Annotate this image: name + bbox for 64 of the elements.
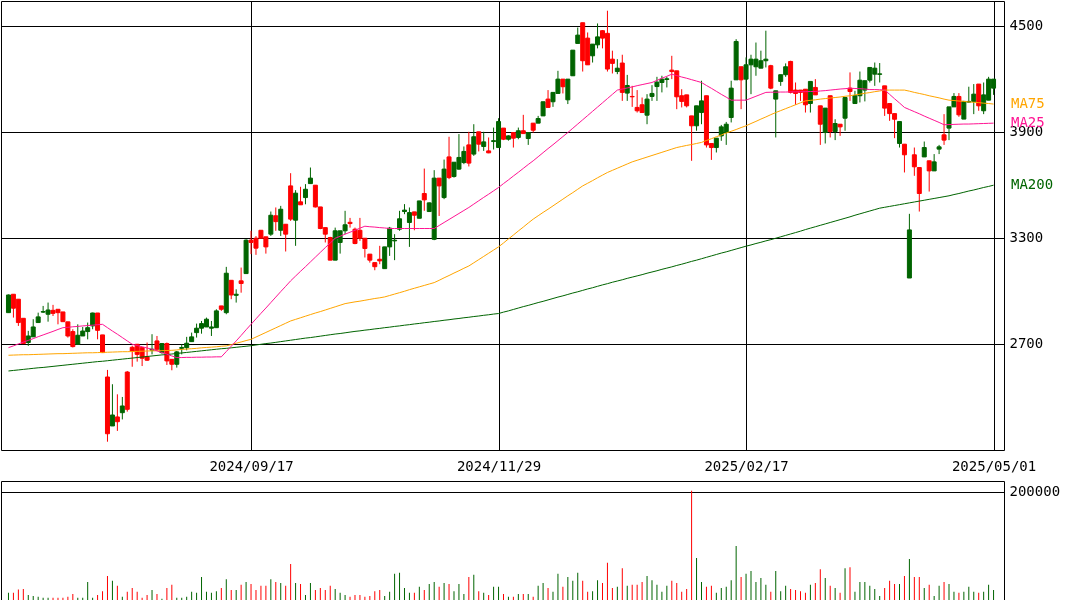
candlestick [5, 293, 11, 314]
candlestick [233, 288, 239, 304]
x-tick-label: 2024/11/29 [456, 457, 542, 474]
candlestick [411, 211, 417, 231]
candlestick [481, 131, 487, 152]
candlestick [882, 85, 888, 117]
x-tick-label: 2025/05/01 [951, 457, 1037, 474]
candlestick [377, 245, 383, 265]
x-tick-label: 2024/09/17 [209, 457, 294, 474]
candlestick [109, 383, 115, 427]
candlestick [545, 89, 551, 108]
candlestick [847, 71, 853, 102]
candlestick [466, 131, 472, 167]
candlestick [476, 131, 482, 152]
candlestick [897, 121, 902, 149]
candlestick [75, 323, 81, 345]
candlestick [471, 123, 477, 157]
candlestick [406, 206, 412, 248]
y-tick-label: 4500 [1009, 17, 1044, 34]
series-label: MA200 [1011, 176, 1054, 193]
candlestick [114, 393, 120, 432]
candlestick [837, 123, 843, 137]
candlestick [238, 267, 244, 294]
candlestick [273, 206, 279, 232]
candlestick [832, 118, 838, 141]
candlestick [347, 217, 353, 229]
candlestick [901, 143, 907, 173]
candlestick [446, 136, 452, 180]
candlestick [981, 81, 987, 115]
candlestick [842, 97, 848, 132]
x-tick-label: 2025/02/17 [704, 457, 789, 474]
candlestick [926, 160, 932, 193]
candlestick [298, 186, 304, 206]
series-label: MA75 [1011, 95, 1045, 112]
candlestick [397, 210, 403, 232]
candlestick [773, 90, 779, 138]
candlestick [119, 396, 125, 420]
candlestick [689, 115, 695, 162]
candlestick [228, 279, 234, 300]
candlestick [817, 105, 823, 146]
line-series [7, 184, 995, 372]
candlestick [302, 183, 308, 205]
candlestick [723, 121, 729, 146]
candlestick [213, 308, 219, 329]
candlestick [520, 114, 526, 135]
y-tick-label: 2700 [1009, 335, 1044, 352]
candlestick [634, 89, 640, 114]
candlestick [936, 144, 942, 155]
candlestick [421, 168, 427, 212]
candlestick [743, 56, 749, 102]
candlestick [95, 312, 101, 340]
candlestick [436, 177, 442, 217]
candlestick [807, 80, 813, 114]
candlestick [971, 83, 977, 115]
candlestick [268, 211, 274, 237]
candlestick [283, 223, 289, 252]
candlestick [976, 83, 982, 112]
candlestick [278, 205, 284, 237]
y-tick-label: 3300 [1009, 229, 1044, 246]
y-tick-label: 200000 [1009, 483, 1061, 500]
candlestick [911, 147, 917, 177]
candlestick [738, 66, 744, 110]
candlestick [565, 78, 571, 105]
candlestick [941, 113, 947, 146]
